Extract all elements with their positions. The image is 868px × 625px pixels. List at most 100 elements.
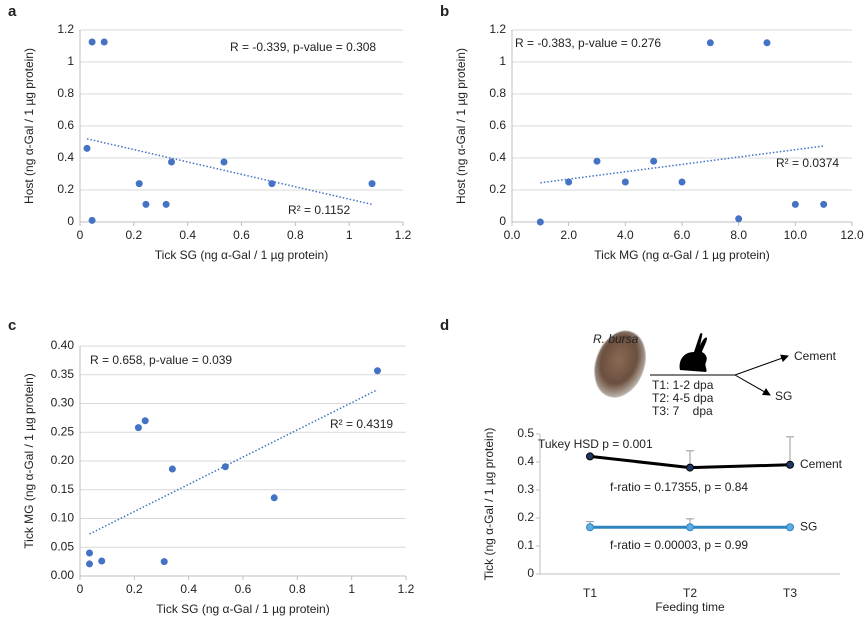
point xyxy=(160,558,168,566)
y-tick-label: 0 xyxy=(499,214,506,228)
y-tick-label: 0.2 xyxy=(489,182,506,196)
y-tick-label: 0.1 xyxy=(517,538,534,552)
point xyxy=(373,367,381,375)
tick-image xyxy=(594,330,646,398)
annotation: Tukey HSD p = 0.001 xyxy=(538,437,653,451)
point xyxy=(86,560,94,568)
x-tick-label: 0.4 xyxy=(179,228,196,242)
y-tick-label: 0.8 xyxy=(489,86,506,100)
y-tick-label: 0.25 xyxy=(51,424,75,438)
x-tick-label: 0 xyxy=(77,228,84,242)
trendline xyxy=(86,138,373,206)
trendline xyxy=(89,389,378,535)
x-tick-label: 8.0 xyxy=(730,228,747,242)
y-tick-label: 0.4 xyxy=(517,454,534,468)
y-axis-title: Host (ng α-Gal / 1 µg protein) xyxy=(22,48,36,204)
x-tick-label: 1.2 xyxy=(398,582,415,596)
rabbit-icon xyxy=(679,332,707,372)
x-tick-label: 0 xyxy=(77,582,84,596)
y-tick-label: 0.20 xyxy=(51,453,75,467)
annotation: R = -0.339, p-value = 0.308 xyxy=(230,40,376,54)
time-label: T3: 7 dpa xyxy=(652,404,713,418)
point xyxy=(135,180,143,188)
x-tick-label: 12.0 xyxy=(840,228,864,242)
annotation: R = 0.658, p-value = 0.039 xyxy=(90,353,232,367)
point xyxy=(536,218,544,226)
x-tick-label: 1 xyxy=(348,582,355,596)
y-tick-label: 0.2 xyxy=(517,510,534,524)
x-tick-label: 2.0 xyxy=(560,228,577,242)
x-tick-label: 0.0 xyxy=(504,228,521,242)
point xyxy=(586,523,594,532)
y-axis-title: Tick (ng α-Gal / 1 µg protein) xyxy=(482,428,496,581)
y-tick-label: 0.00 xyxy=(51,568,75,582)
point xyxy=(168,158,176,166)
diagram: R. bursa Cement SG T1: 1-2 dpa T2: 4-5 d… xyxy=(593,330,837,418)
point xyxy=(88,38,96,46)
annotation: R² = 0.1152 xyxy=(288,203,350,217)
species-label: R. bursa xyxy=(593,332,639,346)
time-label: T1: 1-2 dpa xyxy=(652,378,714,392)
x-tick-label: 0.6 xyxy=(233,228,250,242)
point xyxy=(686,523,694,532)
y-tick-label: 1.2 xyxy=(489,22,506,36)
y-axis-title: Host (ng α-Gal / 1 µg protein) xyxy=(454,48,468,204)
y-tick-label: 0.35 xyxy=(51,367,75,381)
point xyxy=(593,157,601,165)
point xyxy=(221,463,229,471)
x-tick-label: T1 xyxy=(583,586,597,600)
point xyxy=(162,200,170,208)
target-label: Cement xyxy=(794,349,837,363)
x-axis-title: Tick SG (ng α-Gal / 1 µg protein) xyxy=(156,602,329,616)
time-label: T2: 4-5 dpa xyxy=(652,391,714,405)
point xyxy=(565,178,573,186)
y-tick-label: 0.3 xyxy=(517,482,534,496)
point xyxy=(786,523,794,532)
x-tick-label: 10.0 xyxy=(784,228,808,242)
y-tick-label: 0.8 xyxy=(57,86,74,100)
point xyxy=(368,180,376,188)
point xyxy=(621,178,629,186)
arrow xyxy=(734,354,789,376)
x-tick-label: 0.2 xyxy=(126,582,143,596)
point xyxy=(586,452,594,461)
panel-label: a xyxy=(8,3,17,20)
y-tick-label: 0.15 xyxy=(51,482,75,496)
x-tick-label: 0.4 xyxy=(180,582,197,596)
annotation: R² = 0.0374 xyxy=(776,156,839,170)
trendline xyxy=(540,145,824,184)
y-tick-label: 0.05 xyxy=(51,539,75,553)
point xyxy=(786,460,794,469)
point xyxy=(678,178,686,186)
x-tick-label: 6.0 xyxy=(674,228,691,242)
annotation: R² = 0.4319 xyxy=(330,417,393,431)
annotation: R = -0.383, p-value = 0.276 xyxy=(515,36,661,50)
point xyxy=(270,494,278,502)
point xyxy=(141,417,149,425)
point xyxy=(100,38,108,46)
point xyxy=(686,463,694,472)
x-tick-label: 0.6 xyxy=(235,582,252,596)
y-tick-label: 0 xyxy=(527,566,534,580)
point xyxy=(98,557,106,565)
y-tick-label: 0.5 xyxy=(517,426,534,440)
arrow xyxy=(734,374,771,396)
point xyxy=(706,39,714,47)
x-tick-label: 1 xyxy=(346,228,353,242)
panel-label: b xyxy=(440,3,449,20)
point xyxy=(820,200,828,208)
x-tick-label: 1.2 xyxy=(395,228,412,242)
point xyxy=(268,180,276,188)
y-tick-label: 1.2 xyxy=(57,22,74,36)
point xyxy=(134,424,142,432)
y-tick-label: 0.6 xyxy=(57,118,74,132)
annotation: f-ratio = 0.00003, p = 0.99 xyxy=(610,538,748,552)
x-tick-label: T3 xyxy=(783,586,797,600)
x-tick-label: 4.0 xyxy=(617,228,634,242)
point xyxy=(735,215,743,223)
point xyxy=(83,144,91,152)
x-tick-label: 0.2 xyxy=(125,228,142,242)
x-tick-label: 0.8 xyxy=(287,228,304,242)
y-tick-label: 1 xyxy=(67,54,74,68)
